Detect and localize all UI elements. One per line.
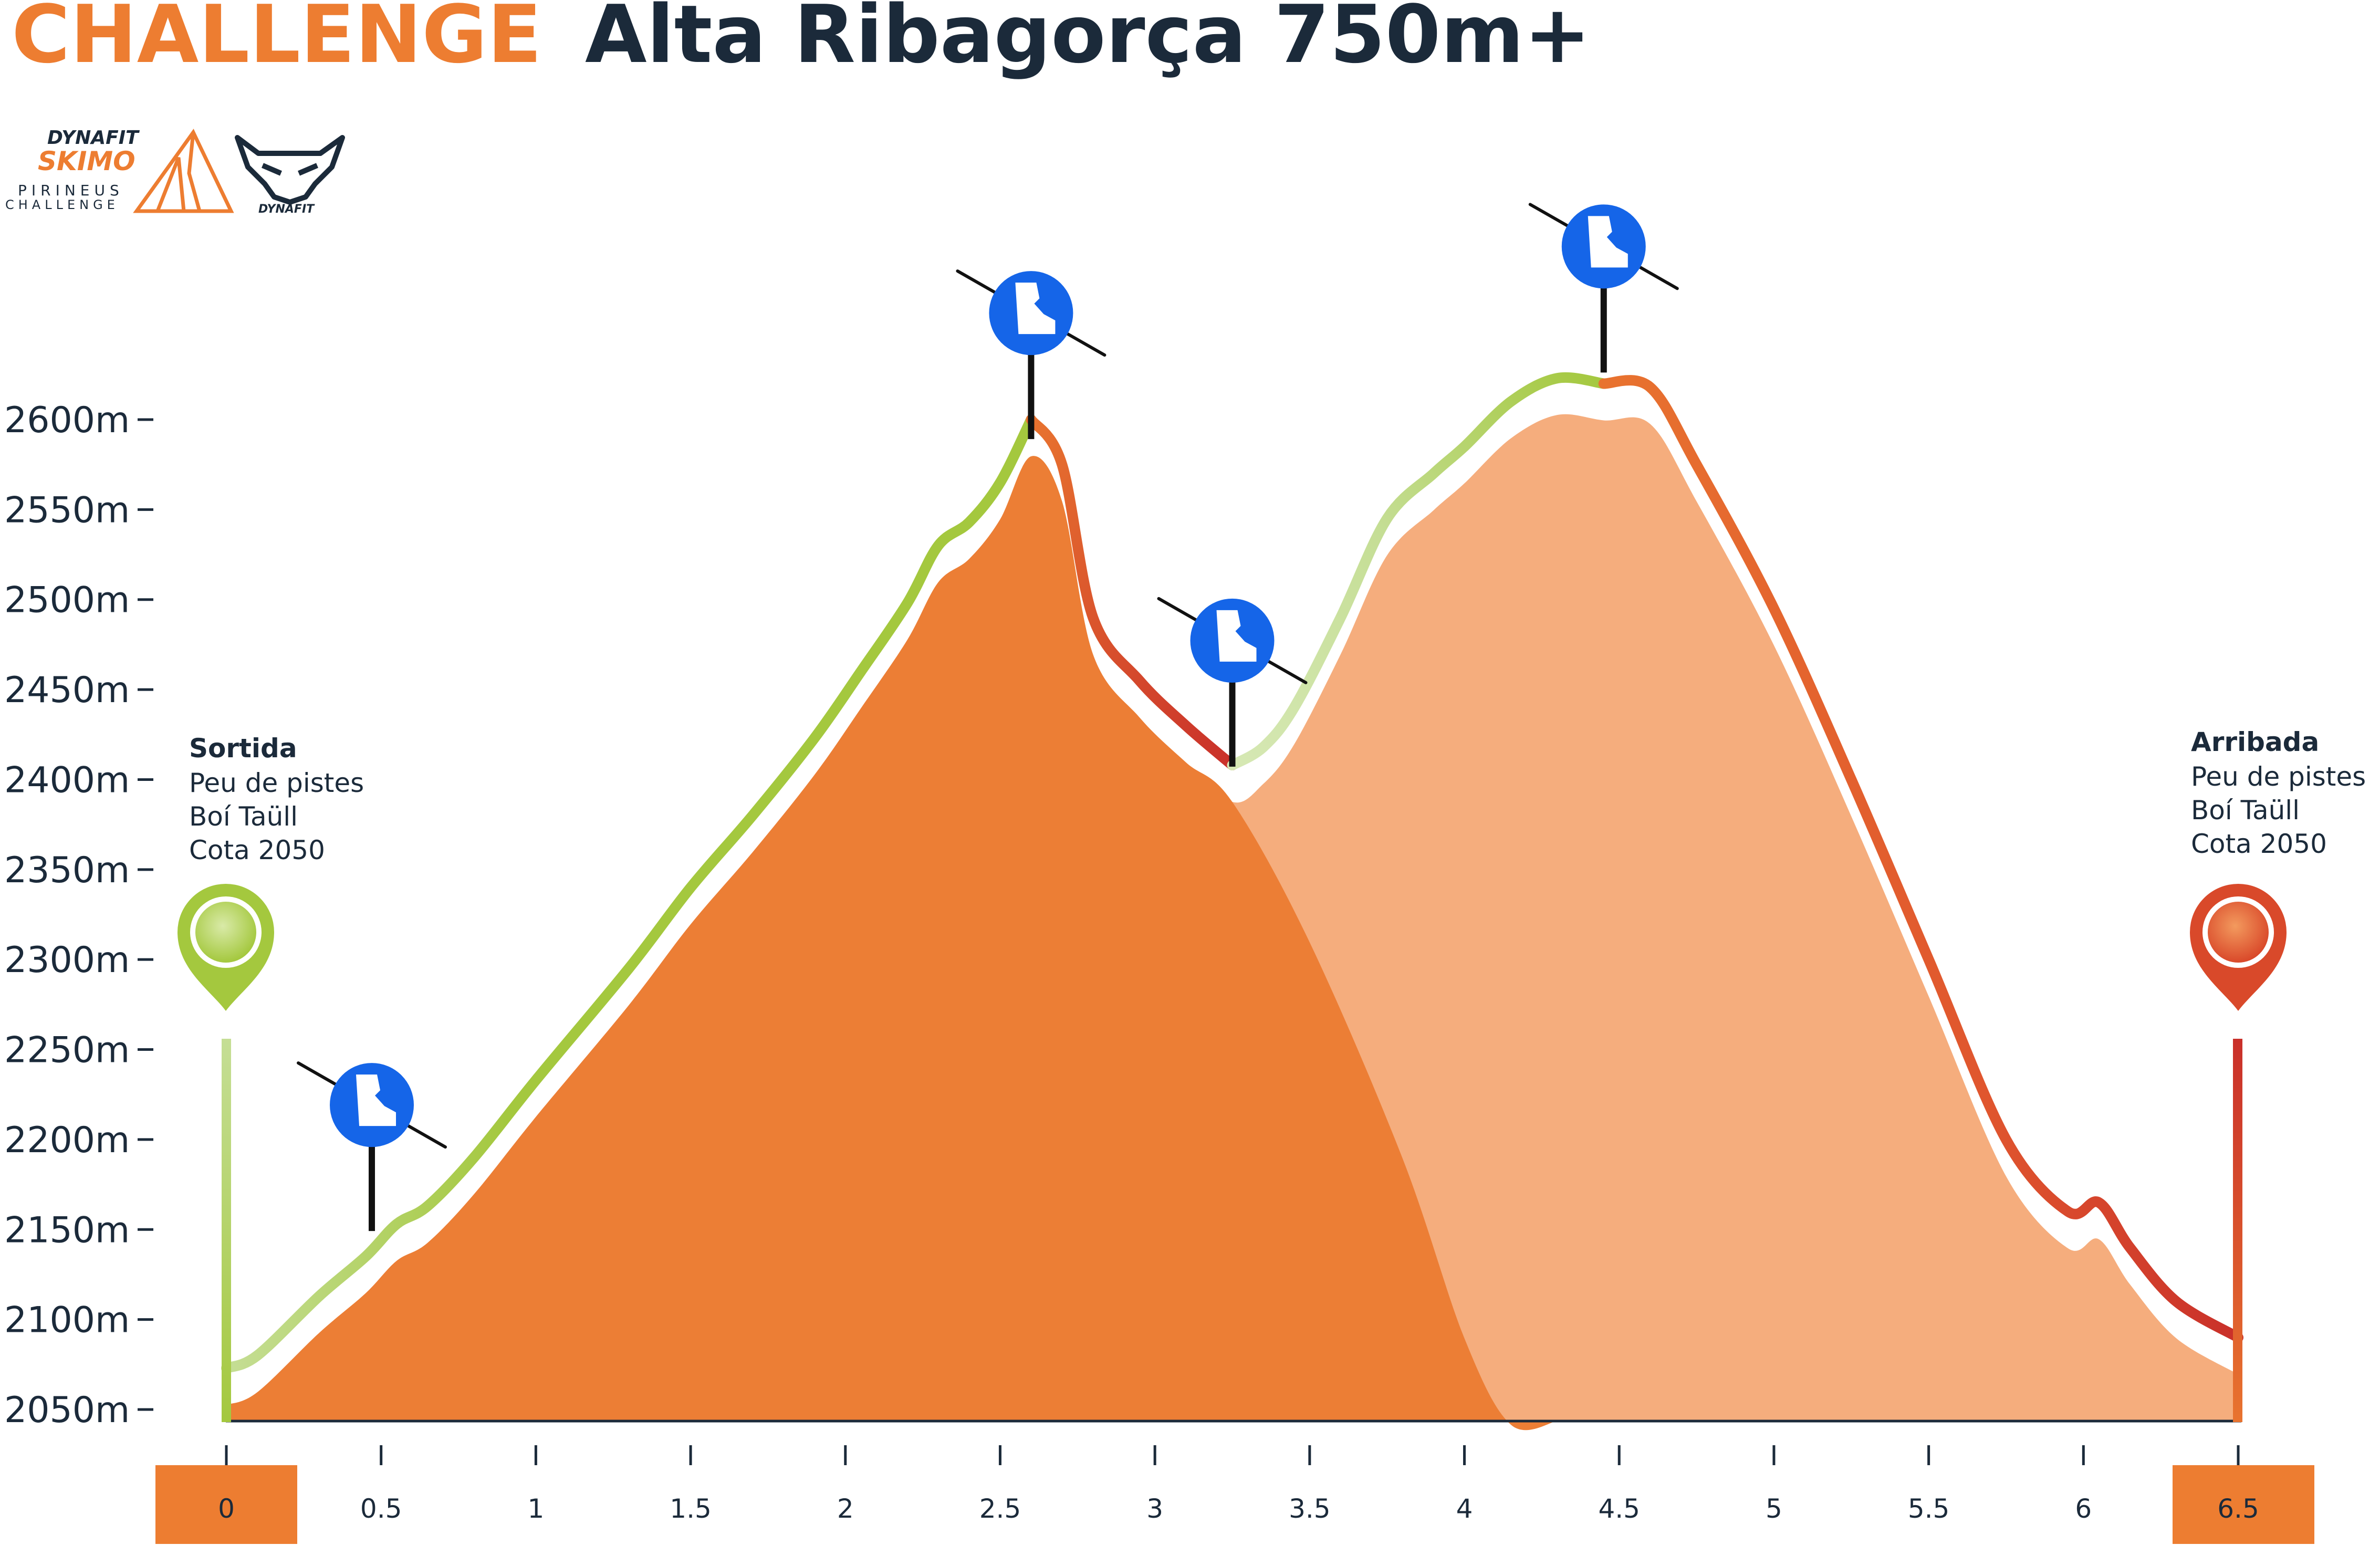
x-endpoint-box xyxy=(2173,1465,2314,1544)
brand-text: DYNAFIT xyxy=(258,203,315,216)
x-endpoint-box xyxy=(155,1465,297,1544)
route-section-line xyxy=(1227,372,1609,771)
elevation-area-first-climb xyxy=(226,456,1558,1431)
finish-label: Arribada xyxy=(2191,727,2319,757)
x-tick-label: 3 xyxy=(1146,1494,1163,1524)
route-section-line xyxy=(1026,414,1238,771)
ski-boot-icon xyxy=(297,1061,447,1231)
x-tick-label: 6 xyxy=(2075,1494,2092,1524)
start-annotation: Sortida Peu de pistes Boí Taüll Cota 205… xyxy=(189,733,364,865)
finish-line-2: Boí Taüll xyxy=(2191,795,2300,826)
finish-line-1: Peu de pistes xyxy=(2191,761,2366,792)
skimo-logo: DYNAFIT SKIMO PIRINEUS CHALLENGE xyxy=(5,127,234,213)
ski-boot-icon xyxy=(1528,203,1679,373)
y-tick-label: 2500m xyxy=(4,580,130,621)
y-tick-label: 2150m xyxy=(4,1209,130,1251)
y-tick-label: 2600m xyxy=(4,400,130,441)
x-tick-label: 1.5 xyxy=(670,1494,712,1524)
start-line-3: Cota 2050 xyxy=(189,835,325,865)
route-line xyxy=(221,372,2243,1374)
route-section-line xyxy=(221,414,1037,1374)
finish-pin-icon xyxy=(2190,884,2287,1011)
x-tick-label: 4.5 xyxy=(1598,1494,1640,1524)
x-tick-label: 2.5 xyxy=(979,1494,1021,1524)
y-tick-label: 2350m xyxy=(4,850,130,891)
logo-challenge-text: CHALLENGE xyxy=(5,197,119,212)
x-tick-label: 5 xyxy=(1766,1494,1782,1524)
logo-pirineus-text: PIRINEUS xyxy=(18,182,124,199)
y-tick-label: 2200m xyxy=(4,1120,130,1161)
x-tick-label: 3.5 xyxy=(1289,1494,1331,1524)
finish-pole xyxy=(2233,1039,2242,1422)
title-accent: CHALLENGE xyxy=(12,0,542,81)
ski-boot-icon xyxy=(956,269,1107,440)
y-tick-label: 2300m xyxy=(4,939,130,981)
chart-title: CHALLENGE Alta Ribagorça 750m+ xyxy=(12,0,1591,81)
start-label: Sortida xyxy=(189,733,297,764)
y-tick-label: 2450m xyxy=(4,670,130,711)
y-tick-label: 2400m xyxy=(4,759,130,801)
title-main: Alta Ribagorça 750m+ xyxy=(585,0,1591,81)
x-tick-label: 6.5 xyxy=(2217,1494,2259,1524)
mountain-logo-icon xyxy=(133,129,234,213)
x-tick-label: 0.5 xyxy=(360,1494,402,1524)
x-tick-label: 0 xyxy=(218,1494,235,1524)
start-line-2: Boí Taüll xyxy=(189,801,298,832)
snow-leopard-icon xyxy=(235,135,345,205)
start-pin-icon xyxy=(178,884,274,1011)
x-axis: 0 0.5 1 1.5 2 2.5 3 3.5 4 4.5 5 5.5 6 6.5 xyxy=(155,1445,2314,1544)
transition-markers xyxy=(297,203,1679,1231)
dynafit-brand-logo: DYNAFIT xyxy=(235,135,345,216)
x-tick-label: 2 xyxy=(837,1494,854,1524)
finish-line-3: Cota 2050 xyxy=(2191,829,2327,859)
route-section-line xyxy=(1598,375,2243,1343)
logo-skimo-text: SKIMO xyxy=(38,146,135,176)
finish-annotation: Arribada Peu de pistes Boí Taüll Cota 20… xyxy=(2191,727,2366,859)
y-tick-label: 2100m xyxy=(4,1300,130,1341)
ski-boot-icon xyxy=(1157,597,1308,767)
x-tick-label: 4 xyxy=(1456,1494,1473,1524)
y-axis: 2600m 2550m 2500m 2450m 2400m 2350m 2300m 2250m… xyxy=(4,400,153,1431)
start-line-1: Peu de pistes xyxy=(189,768,364,798)
y-tick-label: 2050m xyxy=(4,1390,130,1431)
x-tick-label: 5.5 xyxy=(1908,1494,1950,1524)
logo-dynafit-text: DYNAFIT xyxy=(47,127,140,149)
x-tick-label: 1 xyxy=(527,1494,544,1524)
y-tick-label: 2550m xyxy=(4,489,130,531)
y-tick-label: 2250m xyxy=(4,1030,130,1071)
start-pole xyxy=(222,1039,231,1422)
